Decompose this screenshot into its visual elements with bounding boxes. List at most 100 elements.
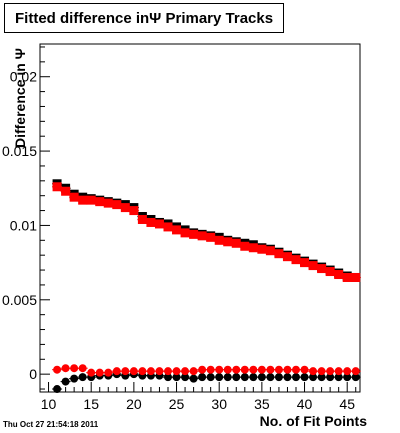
circle-marker — [351, 373, 360, 382]
square-marker — [308, 261, 318, 271]
circle-marker — [292, 373, 300, 382]
square-marker — [206, 232, 216, 242]
circle-marker — [343, 367, 352, 376]
circle-marker — [257, 365, 266, 374]
square-marker — [274, 249, 284, 259]
circle-marker — [78, 364, 87, 373]
circle-marker — [206, 365, 215, 374]
x-axis-label: No. of Fit Points — [259, 413, 367, 429]
circle-marker — [240, 365, 249, 374]
circle-marker — [266, 373, 275, 382]
circle-marker — [155, 367, 164, 376]
square-marker — [240, 241, 250, 251]
square-marker — [180, 228, 190, 238]
y-tick-label: 0.015 — [2, 143, 37, 159]
circle-marker — [257, 373, 266, 382]
square-marker — [129, 206, 139, 216]
square-marker — [342, 272, 352, 282]
circle-marker — [283, 373, 292, 382]
circle-marker — [249, 365, 258, 374]
circle-marker — [300, 373, 309, 382]
chart-title: Fitted difference inΨ Primary Tracks — [15, 10, 274, 27]
square-marker — [351, 272, 361, 282]
square-marker — [69, 192, 79, 202]
circle-marker — [104, 368, 113, 377]
circle-marker — [112, 367, 121, 376]
circle-marker — [181, 373, 190, 382]
square-marker — [112, 200, 122, 210]
circle-marker — [198, 365, 207, 374]
circle-marker — [215, 365, 224, 374]
square-marker — [172, 225, 182, 235]
x-tick-label: 45 — [339, 396, 355, 412]
square-marker — [291, 255, 301, 265]
square-marker — [325, 267, 335, 277]
circle-marker — [326, 373, 335, 382]
square-marker — [189, 229, 199, 239]
circle-marker — [70, 364, 79, 373]
circle-marker — [146, 367, 155, 376]
square-marker — [197, 231, 207, 241]
y-tick-label: 0 — [29, 366, 37, 382]
square-marker — [248, 243, 258, 253]
circle-marker — [189, 374, 198, 383]
square-marker — [95, 197, 105, 207]
circle-marker — [334, 367, 343, 376]
circle-marker — [53, 365, 62, 374]
x-tick-label: 10 — [41, 396, 57, 412]
y-tick-label: 0.02 — [10, 69, 37, 85]
square-marker — [120, 203, 130, 213]
square-marker — [154, 219, 164, 229]
circle-marker — [334, 373, 343, 382]
circle-marker — [283, 365, 292, 374]
circle-marker — [292, 365, 300, 374]
square-marker — [146, 217, 156, 227]
square-marker — [86, 195, 96, 205]
square-marker — [231, 238, 241, 248]
circle-marker — [223, 365, 232, 374]
circle-marker — [189, 367, 198, 376]
circle-marker — [249, 373, 258, 382]
circle-marker — [181, 367, 190, 376]
circle-marker — [274, 365, 283, 374]
circle-marker — [266, 365, 275, 374]
circle-marker — [309, 367, 318, 376]
circle-marker — [121, 367, 130, 376]
circle-marker — [87, 368, 96, 377]
x-tick-label: 15 — [83, 396, 99, 412]
x-tick-label: 30 — [211, 396, 227, 412]
y-tick-label: 0.005 — [2, 292, 37, 308]
circle-marker — [53, 385, 62, 394]
y-tick-label: 0.01 — [10, 217, 37, 233]
square-marker — [317, 264, 327, 274]
square-marker — [103, 198, 113, 208]
square-marker — [214, 235, 224, 245]
circle-marker — [351, 367, 360, 376]
circle-marker — [240, 373, 249, 382]
circle-marker — [206, 373, 215, 382]
square-marker — [300, 258, 310, 268]
circle-marker — [61, 364, 70, 373]
timestamp: Thu Oct 27 21:54:18 2011 — [3, 420, 99, 429]
circle-marker — [232, 373, 241, 382]
circle-marker — [78, 373, 87, 382]
plot-frame — [39, 43, 361, 393]
circle-marker — [129, 367, 138, 376]
square-marker — [265, 246, 275, 256]
circle-marker — [300, 365, 309, 374]
circle-marker — [70, 374, 79, 383]
square-marker — [137, 214, 147, 224]
square-marker — [78, 195, 88, 205]
circle-marker — [215, 373, 224, 382]
circle-marker — [198, 373, 207, 382]
circle-marker — [232, 365, 241, 374]
square-marker — [282, 252, 292, 262]
x-tick-label: 25 — [169, 396, 185, 412]
title-box: Fitted difference inΨ Primary Tracks — [4, 3, 284, 33]
square-marker — [163, 222, 173, 232]
circle-marker — [274, 373, 283, 382]
circle-marker — [164, 367, 172, 376]
circle-marker — [317, 367, 326, 376]
square-marker — [257, 244, 267, 254]
